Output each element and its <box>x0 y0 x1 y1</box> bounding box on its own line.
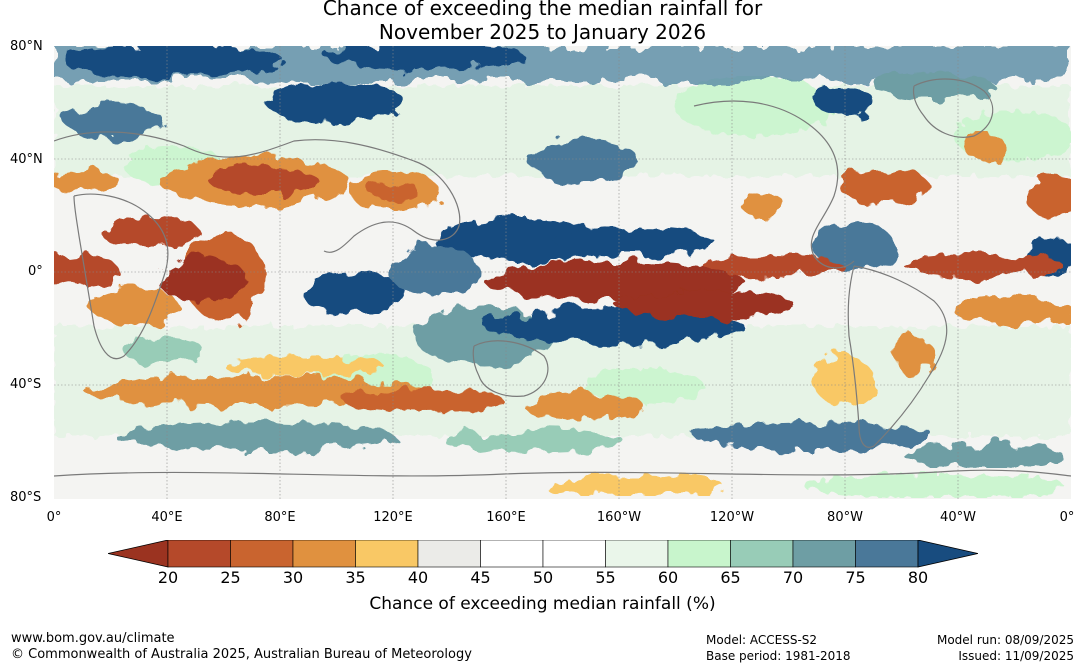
legend-tick-60: 60 <box>657 568 679 587</box>
legend-tick-25: 25 <box>220 568 241 587</box>
coastline-south-america <box>847 265 948 448</box>
legend-tick-45: 45 <box>470 568 491 587</box>
footer-issued: Issued: 11/09/2025 <box>958 649 1074 663</box>
lat-label-40s: 40°S <box>10 377 42 392</box>
colorbar-cell-55-60 <box>605 540 669 568</box>
lon-label-160e: 160°E <box>486 510 526 525</box>
legend-tick-65: 65 <box>720 568 741 587</box>
lon-label-120e: 120°E <box>373 510 413 525</box>
colorbar-cell-40-45 <box>417 540 481 568</box>
coastline-antarctica <box>54 469 1071 477</box>
lon-label-40w: 40°W <box>940 510 976 525</box>
footer-copyright: © Commonwealth of Australia 2025, Austra… <box>11 647 472 662</box>
lat-label-80s: 80°S <box>10 490 42 505</box>
colorbar-cell-20-25 <box>167 540 231 568</box>
lon-label-80w: 80°W <box>827 510 863 525</box>
dry-anomaly-regions <box>54 131 1071 496</box>
footer-model: Model: ACCESS-S2 <box>706 633 818 647</box>
colorbar-cell-above-80 <box>917 540 978 568</box>
colorbar-cell-below-20 <box>108 540 169 568</box>
legend-tick-75: 75 <box>845 568 866 587</box>
graticule <box>54 46 1071 499</box>
map-title: Chance of exceeding the median rainfall … <box>0 0 1085 44</box>
lon-label-0: 0° <box>46 510 62 525</box>
lon-label-80e: 80°E <box>264 510 296 525</box>
lon-label-160w: 160°W <box>596 510 642 525</box>
coastline-north-america <box>693 100 855 269</box>
footer-url: www.bom.gov.au/climate <box>11 631 175 646</box>
lon-label-120w: 120°W <box>709 510 755 525</box>
coastline-australia <box>472 340 549 397</box>
coastline-africa <box>73 193 169 360</box>
legend-tick-30: 30 <box>282 568 304 587</box>
coastline-eurasia <box>54 131 461 253</box>
lon-label-40e: 40°E <box>151 510 183 525</box>
coastlines <box>54 78 1071 477</box>
legend-tick-20: 20 <box>157 568 179 587</box>
map-title-line2: November 2025 to January 2026 <box>378 20 707 44</box>
lat-label-80n: 80°N <box>10 39 43 54</box>
wet-anomaly-regions <box>54 46 1071 468</box>
footer-model-run: Model run: 08/09/2025 <box>936 633 1074 647</box>
colorbar-cell-25-30 <box>230 540 294 568</box>
colorbar-cell-45-50 <box>480 540 544 568</box>
legend-tick-40: 40 <box>407 568 429 587</box>
legend-tick-70: 70 <box>782 568 804 587</box>
colorbar-cell-60-65 <box>667 540 731 568</box>
lat-label-equator: 0° <box>28 264 43 279</box>
lat-label-40n: 40°N <box>10 152 43 167</box>
colorbar-cell-65-70 <box>730 540 794 568</box>
colorbar-cell-75-80 <box>855 540 919 568</box>
lon-label-0-right: 0° <box>1059 510 1075 525</box>
legend-tick-80: 80 <box>907 568 929 587</box>
legend-colorbar <box>108 540 978 568</box>
coastline-greenland <box>912 78 994 138</box>
colorbar-cell-30-35 <box>292 540 356 568</box>
legend-tick-50: 50 <box>532 568 554 587</box>
legend-title: Chance of exceeding median rainfall (%) <box>369 594 716 614</box>
colorbar-cell-70-75 <box>792 540 856 568</box>
colorbar-cell-50-55 <box>542 540 606 568</box>
map-title-line1: Chance of exceeding the median rainfall … <box>322 0 763 20</box>
legend-tick-35: 35 <box>345 568 366 587</box>
legend-tick-55: 55 <box>595 568 616 587</box>
rainfall-probability-map <box>54 46 1071 499</box>
colorbar-cell-35-40 <box>355 540 419 568</box>
footer-base-period: Base period: 1981-2018 <box>706 649 851 663</box>
